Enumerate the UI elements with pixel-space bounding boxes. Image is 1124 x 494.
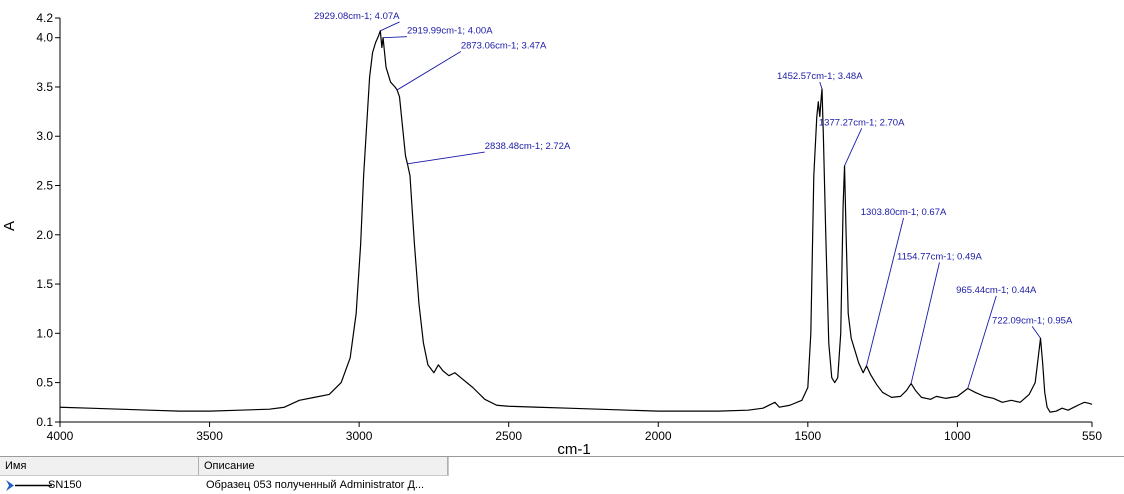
annotation-label: 1452.57cm-1; 3.48A (777, 71, 863, 82)
annotation-label: 2873.06cm-1; 3.47A (461, 41, 547, 52)
y-tick-label: 1.0 (36, 326, 53, 340)
y-tick-label: 2.5 (36, 179, 53, 193)
annotation-group: 2929.08cm-1; 4.07A 2919.99cm-1; 4.00A 2873… (314, 11, 1073, 389)
annotation-leader (383, 36, 408, 39)
y-tick-label: 1.5 (36, 277, 53, 291)
y-tick-label: 0.5 (36, 376, 53, 390)
annotation-leader (819, 81, 823, 90)
annotation-leader (844, 128, 863, 166)
y-tick-label: 2.0 (36, 228, 53, 242)
legend-table: Имя Описание SN150 Образец 053 полученны… (0, 456, 1124, 494)
annotation-label: 2919.99cm-1; 4.00A (407, 26, 493, 37)
y-tick-label: 0.1 (36, 415, 53, 429)
legend-row[interactable]: SN150 Образец 053 полученный Administrat… (0, 477, 1124, 494)
series-group (59, 30, 1093, 413)
y-tick-label: 4.0 (36, 31, 53, 45)
annotation-leader (396, 51, 462, 91)
annotation-label: 1377.27cm-1; 2.70A (819, 117, 905, 128)
y-tick-label: 3.0 (36, 129, 53, 143)
x-axis-label: cm-1 (557, 441, 590, 456)
annotation-label: 2838.48cm-1; 2.72A (485, 141, 571, 152)
annotation-label: 1303.80cm-1; 0.67A (861, 207, 947, 218)
annotation-label: 1154.77cm-1; 0.49A (897, 251, 983, 262)
y-axis-label: A (1, 221, 18, 231)
annotation-leader (380, 21, 400, 32)
legend-header-name[interactable]: Имя (0, 457, 199, 475)
legend-header-description[interactable]: Описание (199, 457, 448, 475)
spectrum-chart: 4000 3500 3000 2500 2000 1500 1000 550 0.1 0.5 1.0… (1, 11, 1102, 456)
y-tick-label: 3.5 (36, 80, 53, 94)
annotation-leader (866, 217, 904, 366)
x-tick-label: 2500 (495, 429, 522, 443)
annotation-leader (910, 262, 940, 384)
x-tick-label: 3000 (346, 429, 373, 443)
annotation-label: 722.09cm-1; 0.95A (992, 315, 1073, 326)
legend-series-description: Образец 053 полученный Administrator Д..… (206, 479, 425, 491)
y-tick-label: 4.2 (36, 11, 53, 25)
series-line (59, 30, 1093, 413)
x-tick-label: 2000 (645, 429, 672, 443)
x-tick-label: 1000 (944, 429, 971, 443)
tick-group: 4000 3500 3000 2500 2000 1500 1000 550 0.1 0.5 1.0… (36, 11, 1102, 443)
legend-header: Имя Описание (0, 457, 449, 476)
annotation-leader (967, 295, 997, 389)
x-tick-label: 3500 (196, 429, 223, 443)
annotation-label: 965.44cm-1; 0.44A (956, 285, 1037, 296)
legend-series-name: SN150 (48, 479, 82, 491)
x-tick-label: 1500 (794, 429, 821, 443)
annotation-leader (407, 151, 485, 165)
x-tick-label: 550 (1082, 429, 1102, 443)
annotation-label: 2929.08cm-1; 4.07A (314, 11, 400, 22)
annotation-leader (1031, 326, 1041, 339)
legend-series-swatch (4, 477, 64, 494)
x-tick-label: 4000 (47, 429, 74, 443)
axes (59, 18, 1092, 423)
chevron-right-icon (6, 480, 14, 491)
